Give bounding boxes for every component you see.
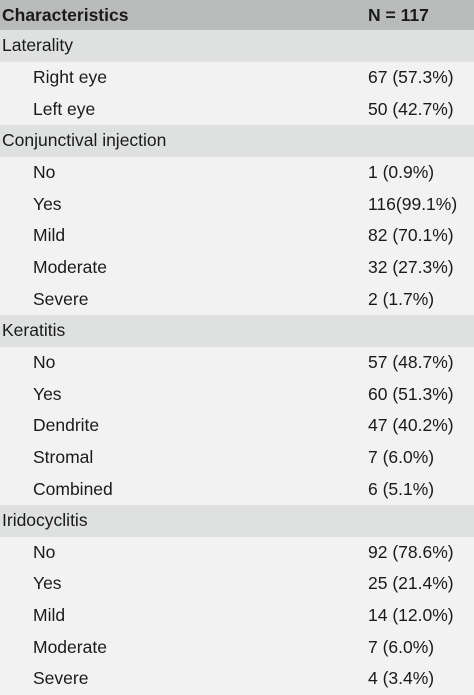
item-label: Dendrite xyxy=(33,415,100,436)
item-label: No xyxy=(33,161,56,182)
item-value: 50 (42.7%) xyxy=(368,98,454,119)
item-label: No xyxy=(33,541,56,562)
item-row: Severe 4 (3.4%) xyxy=(0,663,474,695)
section-label: Laterality xyxy=(2,35,74,56)
item-label: Mild xyxy=(33,605,66,626)
header-cell: Characteristics xyxy=(2,4,129,25)
item-row: Stromal 7 (6.0%) xyxy=(0,441,474,474)
item-row: No 92 (78.6%) xyxy=(0,536,474,569)
section-label: Keratitis xyxy=(2,320,66,341)
item-label: Yes xyxy=(33,573,62,594)
item-value: 1 (0.9%) xyxy=(368,161,435,182)
item-value: 7 (6.0%) xyxy=(368,636,435,657)
item-row: Mild 82 (70.1%) xyxy=(0,219,474,252)
item-value: 32 (27.3%) xyxy=(368,256,454,277)
item-row: Dendrite 47 (40.2%) xyxy=(0,409,474,442)
item-value: 4 (3.4%) xyxy=(368,668,435,689)
item-value: 67 (57.3%) xyxy=(368,66,454,87)
item-value: 7 (6.0%) xyxy=(368,446,435,467)
item-label: Combined xyxy=(33,478,113,499)
item-row: Moderate 32 (27.3%) xyxy=(0,251,474,284)
item-label: No xyxy=(33,351,56,372)
item-row: Left eye 50 (42.7%) xyxy=(0,93,474,125)
item-value: 6 (5.1%) xyxy=(368,478,435,499)
item-row: Yes 60 (51.3%) xyxy=(0,378,474,410)
item-label: Moderate xyxy=(33,636,107,657)
section-label: Iridocyclitis xyxy=(2,510,88,531)
item-row: Yes 25 (21.4%) xyxy=(0,568,474,600)
item-row: Mild 14 (12.0%) xyxy=(0,599,474,632)
item-row: No 1 (0.9%) xyxy=(0,156,474,189)
item-value: 57 (48.7%) xyxy=(368,351,454,372)
header-row: Characteristics N = 117 xyxy=(0,0,474,30)
item-label: Left eye xyxy=(33,98,96,119)
item-label: Severe xyxy=(33,288,89,309)
item-label: Moderate xyxy=(33,256,107,277)
item-value: 2 (1.7%) xyxy=(368,288,435,309)
item-row: No 57 (48.7%) xyxy=(0,346,474,379)
item-value: 116(99.1%) xyxy=(368,193,458,214)
item-value: 25 (21.4%) xyxy=(368,573,454,594)
item-label: Severe xyxy=(33,668,89,689)
item-label: Yes xyxy=(33,193,62,214)
section-row: Laterality xyxy=(0,30,474,62)
item-value: 14 (12.0%) xyxy=(368,605,454,626)
item-label: Mild xyxy=(33,225,66,246)
item-value: 92 (78.6%) xyxy=(368,541,454,562)
item-value: 47 (40.2%) xyxy=(368,415,454,436)
item-label: Stromal xyxy=(33,446,94,467)
item-label: Right eye xyxy=(33,66,107,87)
section-row: Iridocyclitis xyxy=(0,504,474,537)
section-row: Keratitis xyxy=(0,314,474,347)
section-row: Conjunctival injection xyxy=(0,124,474,157)
header-cell: N = 117 xyxy=(368,4,429,25)
item-row: Moderate 7 (6.0%) xyxy=(0,631,474,664)
item-label: Yes xyxy=(33,383,62,404)
item-row: Severe 2 (1.7%) xyxy=(0,283,474,315)
item-row: Combined 6 (5.1%) xyxy=(0,473,474,505)
item-row: Right eye 67 (57.3%) xyxy=(0,61,474,94)
section-label: Conjunctival injection xyxy=(2,130,167,151)
item-value: 60 (51.3%) xyxy=(368,383,454,404)
item-row: Yes 116(99.1%) xyxy=(0,188,474,220)
item-value: 82 (70.1%) xyxy=(368,225,454,246)
